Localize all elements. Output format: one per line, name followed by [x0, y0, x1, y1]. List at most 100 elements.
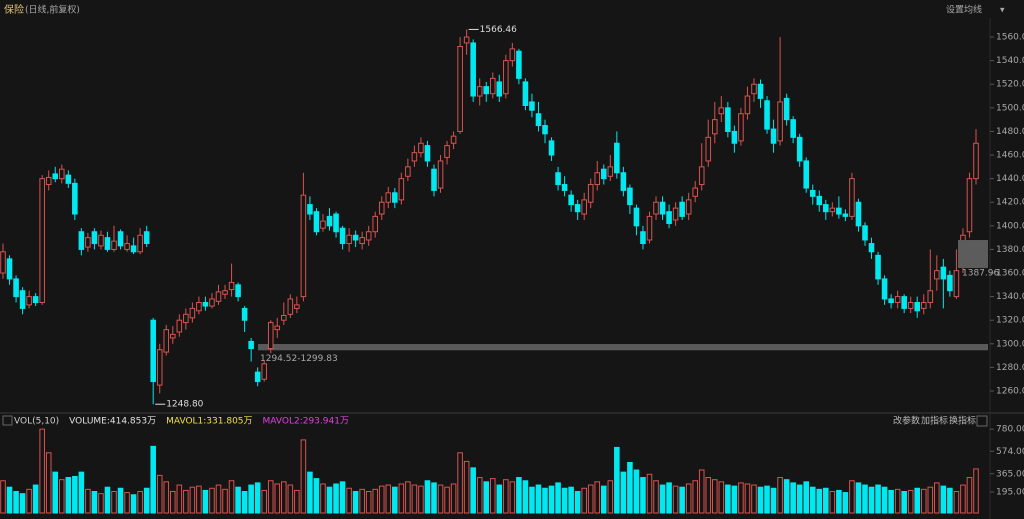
indicator-label: MAVOL2:293.941万	[263, 417, 349, 427]
volume-bar	[705, 477, 712, 514]
volume-bar	[124, 492, 130, 514]
candle-body	[881, 278, 888, 300]
volume-bar	[457, 452, 463, 514]
chart-title: 保险	[4, 3, 24, 16]
volume-bar	[934, 482, 940, 514]
candle-body	[78, 231, 85, 250]
candle-body	[450, 135, 457, 144]
candle-body	[868, 243, 875, 253]
volume-bar	[692, 480, 698, 514]
candle-body	[470, 42, 476, 97]
volume-bar	[953, 491, 960, 514]
candle-body	[496, 81, 503, 97]
volume-bar	[137, 491, 143, 514]
candle-body	[424, 145, 431, 162]
candle-body	[555, 172, 561, 186]
candle-body	[509, 48, 516, 62]
candle-body	[620, 172, 627, 191]
y-tick-label: 1380.00	[996, 245, 1024, 255]
candle-body	[646, 215, 653, 241]
indicator-button[interactable]: 加指标	[921, 415, 948, 427]
vol-tick-label: 195.00	[996, 488, 1024, 498]
candle-body	[58, 168, 65, 180]
candle-body	[836, 207, 842, 215]
candle-body	[476, 86, 483, 97]
candle-body	[333, 213, 339, 233]
candle-body	[966, 178, 973, 233]
volume-bar	[267, 480, 274, 514]
y-tick-label: 1260.00	[996, 387, 1024, 397]
volume-bar	[548, 485, 555, 514]
candle-body	[607, 166, 614, 177]
volume-bar	[307, 471, 313, 514]
volume-bar	[39, 428, 45, 514]
collapse-button[interactable]	[2, 415, 13, 426]
volume-bar	[555, 482, 561, 514]
indicator-button[interactable]: 换指标	[949, 415, 976, 427]
volume-bar	[594, 481, 601, 514]
volume-bar	[600, 485, 607, 514]
volume-bar	[209, 487, 215, 514]
volume-bar	[777, 477, 783, 514]
y-tick-label: 1420.00	[996, 198, 1024, 208]
candle-body	[248, 340, 254, 350]
y-tick-label: 1340.00	[996, 292, 1024, 302]
candle-body	[163, 329, 170, 353]
volume-bar	[6, 486, 13, 514]
volume-bar	[78, 471, 85, 514]
ma-menu[interactable]: 设置均线	[946, 4, 982, 16]
volume-bar	[281, 481, 287, 514]
volume-bar	[85, 488, 91, 514]
volume-bar	[888, 489, 894, 514]
volume-bar	[503, 479, 509, 514]
volume-bar	[117, 487, 124, 514]
candle-body	[39, 178, 45, 304]
close-button[interactable]	[976, 415, 988, 427]
volume-bar	[470, 467, 476, 514]
volume-bar	[535, 484, 542, 514]
volume-bar	[248, 484, 254, 514]
volume-bar	[13, 491, 19, 514]
candle-body	[744, 95, 751, 115]
volume-bar	[920, 488, 927, 514]
volume-bar	[98, 493, 104, 514]
candle-body	[973, 142, 979, 180]
volume-bar	[875, 484, 881, 514]
candle-body	[398, 178, 405, 201]
candle-body	[548, 140, 555, 156]
candle-body	[261, 363, 267, 380]
candle-body	[535, 113, 542, 127]
volume-bar	[58, 479, 65, 514]
volume-bar	[679, 486, 685, 514]
volume-bar	[130, 494, 137, 514]
volume-bar	[940, 485, 947, 514]
volume-bar	[378, 485, 385, 514]
volume-bar	[738, 482, 744, 514]
candle-body	[6, 258, 13, 280]
candle-body	[202, 302, 209, 307]
volume-bar	[849, 480, 855, 514]
volume-bar	[881, 486, 888, 514]
chart-subtitle: (日线,前复权)	[25, 4, 80, 16]
volume-bar	[313, 478, 320, 514]
candle-body	[920, 302, 927, 309]
candle-body	[894, 296, 901, 304]
volume-bar	[483, 481, 490, 514]
vol-tick-label: 365.00	[996, 469, 1024, 479]
candle-body	[581, 199, 587, 215]
candle-body	[777, 101, 783, 142]
volume-bar	[947, 487, 953, 514]
volume-bar	[653, 480, 659, 514]
candle-body	[659, 201, 666, 215]
indicator-button[interactable]: 改参数	[893, 415, 920, 427]
volume-bar	[19, 493, 26, 514]
price-band	[258, 344, 988, 351]
candle-body	[816, 195, 823, 206]
candle-body	[137, 234, 143, 253]
volume-bar	[496, 484, 503, 514]
volume-bar	[666, 482, 672, 514]
menu-arrow[interactable]: ▾	[1000, 6, 1005, 16]
candle-body	[444, 145, 450, 158]
candle-body	[32, 296, 39, 304]
volume-bar	[659, 484, 666, 514]
